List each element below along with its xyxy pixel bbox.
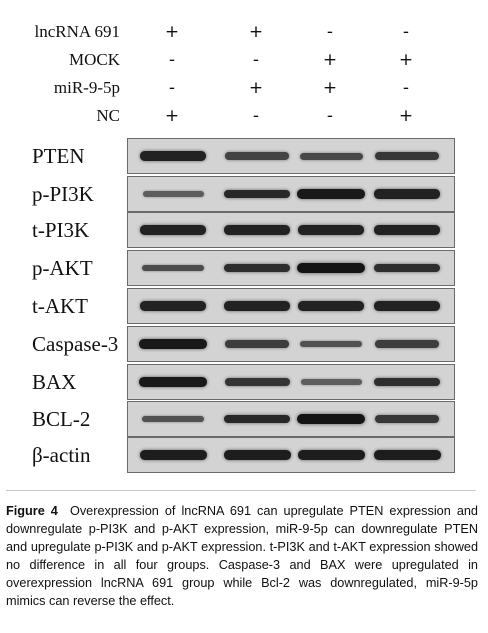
condition-mark: - <box>402 22 410 42</box>
blot-label: Caspase-3 <box>32 332 119 356</box>
blot-band <box>373 189 441 199</box>
condition-mark: - <box>252 106 260 126</box>
blot-band <box>297 225 365 235</box>
blot-band <box>299 152 363 160</box>
blot-label: BAX <box>32 370 77 394</box>
figure-label: Figure 4 <box>6 504 58 518</box>
figure-caption: Figure 4 Overexpression of lncRNA 691 ca… <box>6 502 478 610</box>
blot-band <box>224 377 290 387</box>
blot-band <box>139 339 207 349</box>
caption-divider <box>6 490 476 491</box>
blot-band <box>300 340 362 348</box>
blot-band <box>223 450 291 460</box>
blot-band <box>223 301 291 311</box>
blot-band <box>374 377 440 387</box>
blot-band <box>374 263 440 273</box>
condition-mark: - <box>168 78 176 98</box>
blot-band <box>224 189 290 199</box>
blot-band <box>297 450 365 460</box>
blot-label: BCL-2 <box>32 407 91 431</box>
blot-band <box>300 379 362 385</box>
condition-mark: + <box>248 78 264 98</box>
blot-band <box>374 152 440 160</box>
condition-label: lncRNA 691 <box>34 22 120 41</box>
condition-mark: + <box>248 22 264 42</box>
condition-label: miR-9-5p <box>53 78 120 97</box>
blot-band <box>373 301 441 311</box>
blot-band <box>223 225 291 235</box>
blot-strip <box>127 401 455 437</box>
blot-label: t-PI3K <box>32 218 90 242</box>
condition-mark: - <box>168 50 176 70</box>
blot-strip <box>127 437 455 473</box>
condition-mark: + <box>322 50 338 70</box>
condition-mark: - <box>326 106 334 126</box>
blot-band <box>141 264 205 272</box>
blot-strip <box>127 138 455 174</box>
blot-label: PTEN <box>32 144 85 168</box>
condition-mark: + <box>398 106 414 126</box>
condition-mark: + <box>322 78 338 98</box>
blot-label: p-PI3K <box>32 182 94 206</box>
blot-label: t-AKT <box>32 294 88 318</box>
blot-band <box>224 263 290 273</box>
blot-band <box>139 301 207 311</box>
blot-band <box>139 450 207 460</box>
blot-label: p-AKT <box>32 256 93 280</box>
condition-mark: + <box>164 22 180 42</box>
blot-band <box>225 340 289 348</box>
condition-mark: - <box>326 22 334 42</box>
blot-strip <box>127 250 455 286</box>
blot-band <box>139 377 207 387</box>
blot-band <box>142 191 204 197</box>
blot-band <box>139 151 207 161</box>
caption-text: Overexpression of lncRNA 691 can upregul… <box>6 504 478 608</box>
blot-band <box>139 225 207 235</box>
blot-band <box>373 225 441 235</box>
blot-strip <box>127 176 455 212</box>
blot-band <box>373 450 441 460</box>
blot-band <box>142 415 204 423</box>
blot-band <box>297 414 365 424</box>
blot-band <box>375 340 439 348</box>
condition-mark: + <box>398 50 414 70</box>
condition-mark: - <box>252 50 260 70</box>
blot-band <box>297 263 365 273</box>
blot-band <box>224 414 290 424</box>
blot-strip <box>127 364 455 400</box>
condition-label: NC <box>96 106 120 125</box>
blot-strip <box>127 288 455 324</box>
blot-band <box>297 189 365 199</box>
blot-band <box>297 301 365 311</box>
blot-strip <box>127 326 455 362</box>
condition-mark: - <box>402 78 410 98</box>
blot-band <box>225 152 289 160</box>
condition-mark: + <box>164 106 180 126</box>
condition-label: MOCK <box>68 50 120 69</box>
blot-band <box>374 415 440 423</box>
blot-label: β-actin <box>32 443 91 467</box>
blot-strip <box>127 212 455 248</box>
